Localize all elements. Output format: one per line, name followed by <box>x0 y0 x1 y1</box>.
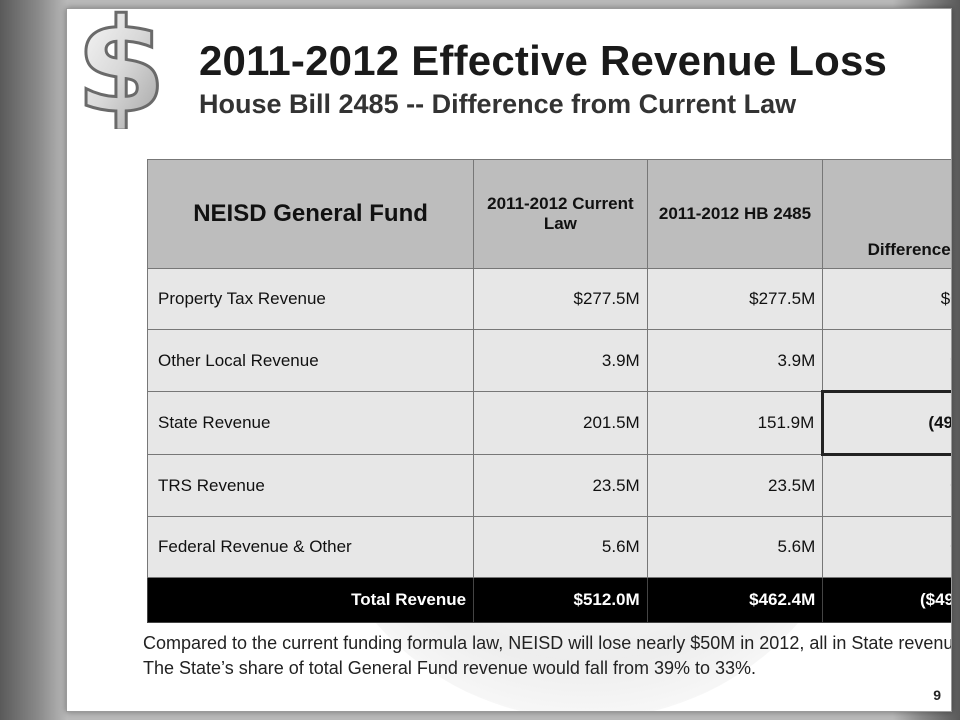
svg-text:$: $ <box>76 8 166 129</box>
total-diff: ($49.6M) <box>822 577 951 623</box>
row-hb: 151.9M <box>646 391 824 455</box>
total-row: Total Revenue $512.0M $462.4M ($49.6M) <box>146 577 951 623</box>
table-row: Property Tax Revenue $277.5M $277.5M $0.… <box>146 268 951 330</box>
row-current: $277.5M <box>473 268 648 330</box>
row-current: 5.6M <box>473 516 648 578</box>
summary-note: Compared to the current funding formula … <box>143 633 952 678</box>
row-label: Other Local Revenue <box>146 329 475 392</box>
table-row: State Revenue 201.5M 151.9M (49.6M) <box>146 390 951 456</box>
total-hb: $462.4M <box>646 577 824 623</box>
row-diff: 0.0M <box>822 329 951 392</box>
header-current-law: 2011-2012 Current Law <box>473 159 648 269</box>
slide-title: 2011-2012 Effective Revenue Loss <box>199 37 888 84</box>
row-diff: 0.0M <box>822 516 951 578</box>
row-hb: 23.5M <box>646 454 824 517</box>
row-label: Federal Revenue & Other <box>146 516 475 578</box>
dollar-sign-puzzle-icon: $ <box>74 8 167 129</box>
total-current: $512.0M <box>473 577 648 623</box>
slide: $ 2011-2012 Effective Revenue Loss House… <box>66 8 952 712</box>
header-hb: 2011-2012 HB 2485 <box>646 159 824 269</box>
slide-subtitle: House Bill 2485 -- Difference from Curre… <box>199 89 797 119</box>
row-label: Property Tax Revenue <box>146 268 475 330</box>
row-current: 201.5M <box>473 391 648 455</box>
header-fund: NEISD General Fund <box>146 159 475 269</box>
row-hb: 3.9M <box>646 329 824 392</box>
total-label: Total Revenue <box>146 577 475 623</box>
row-label: State Revenue <box>146 391 475 455</box>
row-hb: 5.6M <box>646 516 824 578</box>
row-label: TRS Revenue <box>146 454 475 517</box>
row-current: 3.9M <box>473 329 648 392</box>
table-header-row: NEISD General Fund 2011-2012 Current Law… <box>146 159 951 269</box>
revenue-table: NEISD General Fund 2011-2012 Current Law… <box>146 159 951 623</box>
page-number: 9 <box>933 687 941 703</box>
row-diff: $0.0M <box>822 268 951 330</box>
header-difference: Difference <box>822 159 951 269</box>
row-current: 23.5M <box>473 454 648 517</box>
row-diff: 0.0M <box>822 454 951 517</box>
table-row: Other Local Revenue 3.9M 3.9M 0.0M <box>146 329 951 392</box>
row-diff-highlighted: (49.6M) <box>821 390 951 456</box>
row-hb: $277.5M <box>646 268 824 330</box>
table-row: Federal Revenue & Other 5.6M 5.6M 0.0M <box>146 516 951 578</box>
table-row: TRS Revenue 23.5M 23.5M 0.0M <box>146 454 951 517</box>
